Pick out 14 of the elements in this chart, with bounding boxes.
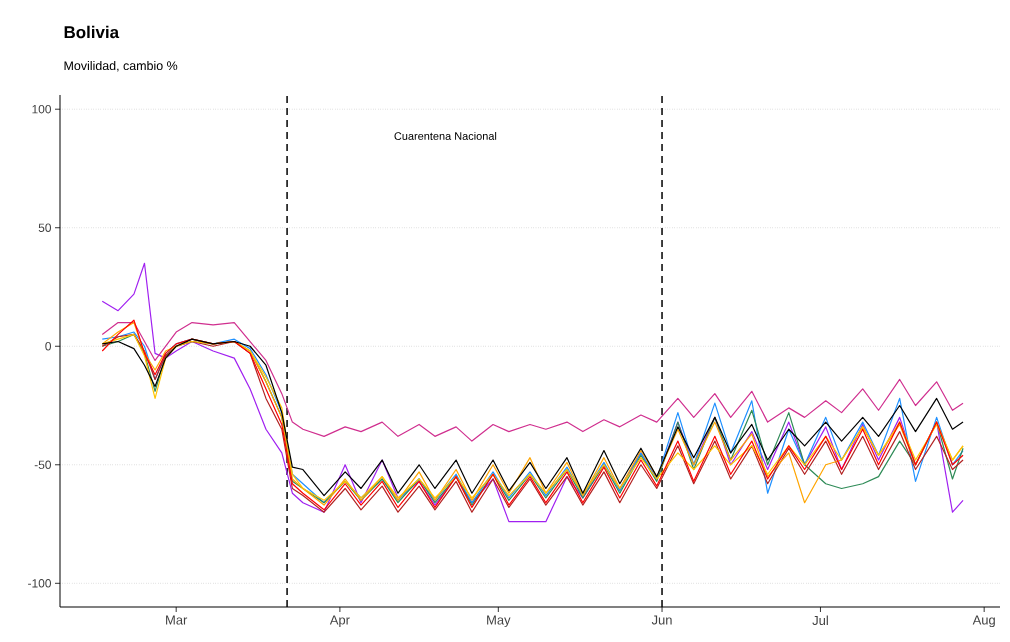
y-tick-label: -100 [28,579,52,588]
x-tick-label: May [487,615,511,628]
y-tick-label: 50 [38,223,52,232]
chart-subtitle: Movilidad, cambio % [64,60,178,72]
x-tick-label: Jun [651,615,672,625]
x-tick-label: Mar [166,615,188,625]
y-tick-label: 0 [45,342,52,351]
x-tick-label: Aug [972,615,995,628]
x-tick-label: Apr [329,615,350,628]
y-tick-label: 100 [32,104,52,114]
annotation: Cuarentena Nacional [394,131,497,140]
x-tick-label: Jul [812,615,828,626]
y-tick-label: -50 [34,460,52,469]
chart-title: Bolivia [64,25,120,39]
